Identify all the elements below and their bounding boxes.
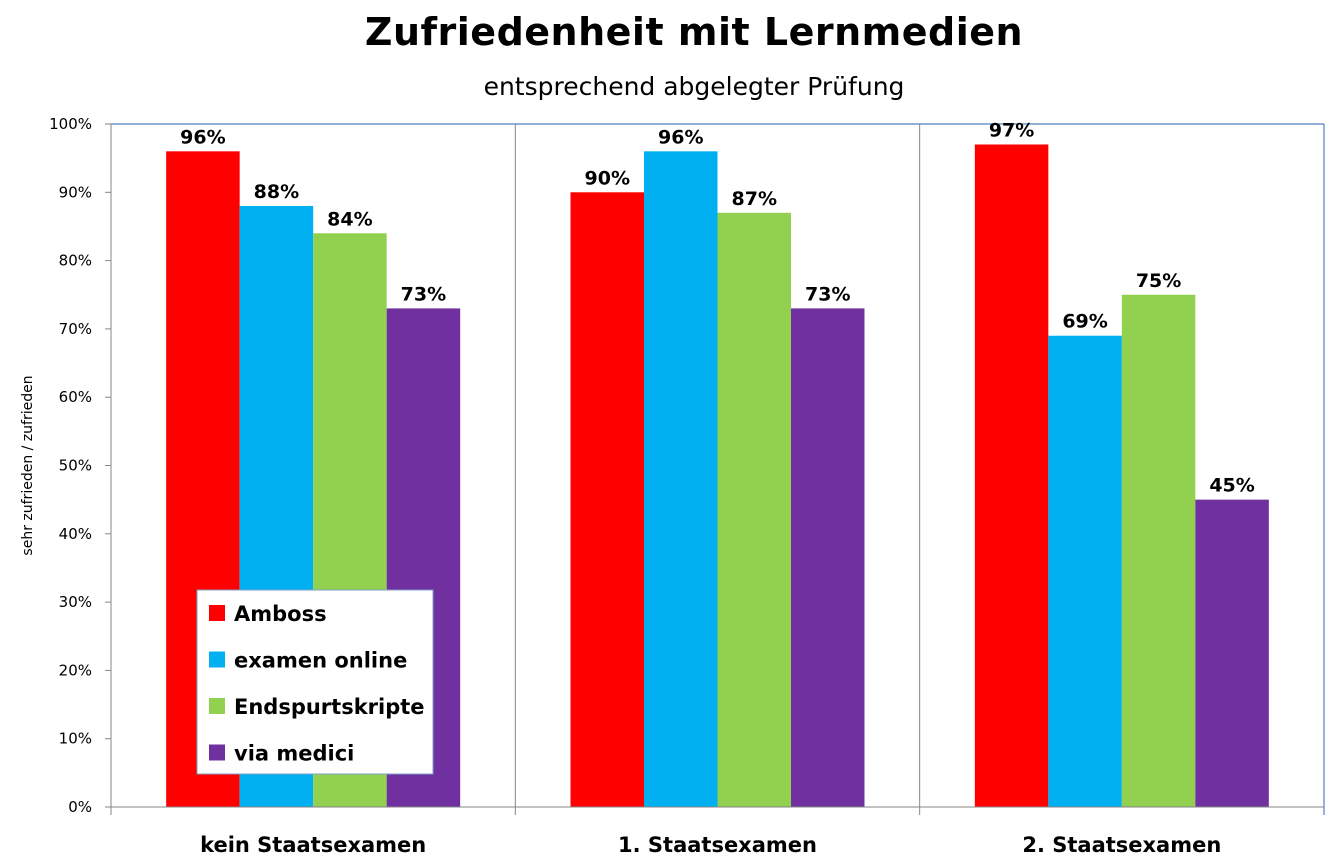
x-category-labels: kein Staatsexamen 1. Staatsexamen 2. Staat…	[200, 833, 1221, 857]
bar-examen-online	[644, 151, 718, 807]
y-tick-label: 0%	[68, 798, 92, 816]
plot-frame	[111, 123, 1325, 815]
y-tick-label: 40%	[59, 525, 92, 543]
legend-swatch-examen-online	[209, 651, 225, 668]
legend-box	[196, 589, 434, 775]
y-tick-label: 60%	[59, 388, 92, 406]
bar-via-medici	[791, 308, 865, 807]
y-tick-label: 100%	[49, 115, 92, 133]
bar-endspurtskripte	[1121, 294, 1196, 807]
data-label: 84%	[327, 208, 372, 230]
data-label: 73%	[401, 283, 446, 305]
legend-swatch-via-medici	[209, 744, 225, 761]
category-separators	[514, 124, 921, 815]
y-tick-labels: 0% 10% 20% 30% 40% 50% 60% 70% 80% 90% 100%	[49, 115, 92, 816]
legend-label: Amboss	[234, 602, 327, 626]
legend-label: via medici	[234, 742, 354, 766]
legend: Amboss examen online Endspurtskripte via me…	[196, 589, 434, 775]
data-label: 75%	[1136, 270, 1181, 292]
y-axis-label: sehr zufrieden / zufrieden	[20, 375, 36, 555]
y-tick-label: 30%	[59, 593, 92, 611]
x-category-label: 1. Staatsexamen	[618, 833, 817, 857]
y-tick-label: 20%	[59, 661, 92, 679]
chart-subtitle: entsprechend abgelegter Prüfung	[483, 72, 905, 101]
bar-examen-online	[1048, 335, 1122, 807]
legend-swatch-amboss	[209, 605, 225, 621]
x-category-label: kein Staatsexamen	[200, 833, 426, 857]
x-category-label: 2. Staatsexamen	[1022, 833, 1221, 857]
bar-amboss	[570, 192, 644, 808]
legend-label: examen online	[234, 649, 407, 673]
data-label: 87%	[732, 188, 777, 210]
data-label: 90%	[585, 167, 630, 189]
data-labels: 96% 88% 84% 73% 90% 96% 87% 73% 97% 69% 75% 45%	[180, 119, 1255, 496]
data-label: 88%	[254, 181, 299, 203]
chart-title: Zufriedenheit mit Lernmedien	[364, 10, 1024, 54]
axes	[105, 123, 1324, 815]
data-label: 45%	[1209, 475, 1254, 497]
data-label: 97%	[989, 119, 1034, 141]
data-label: 96%	[658, 126, 703, 148]
data-label: 73%	[805, 283, 850, 305]
data-label: 69%	[1062, 311, 1107, 333]
y-tick-label: 80%	[59, 252, 92, 270]
bar-amboss	[974, 144, 1049, 808]
data-label: 96%	[180, 126, 225, 148]
legend-label: Endspurtskripte	[234, 695, 425, 719]
bar-via-medici	[1195, 499, 1269, 807]
y-tick-label: 50%	[59, 457, 92, 475]
y-tick-label: 90%	[59, 183, 92, 201]
y-tick-label: 70%	[59, 320, 92, 338]
y-tick-label: 10%	[59, 730, 92, 748]
legend-swatch-endspurtskripte	[209, 698, 225, 714]
bar-endspurtskripte	[717, 212, 791, 808]
